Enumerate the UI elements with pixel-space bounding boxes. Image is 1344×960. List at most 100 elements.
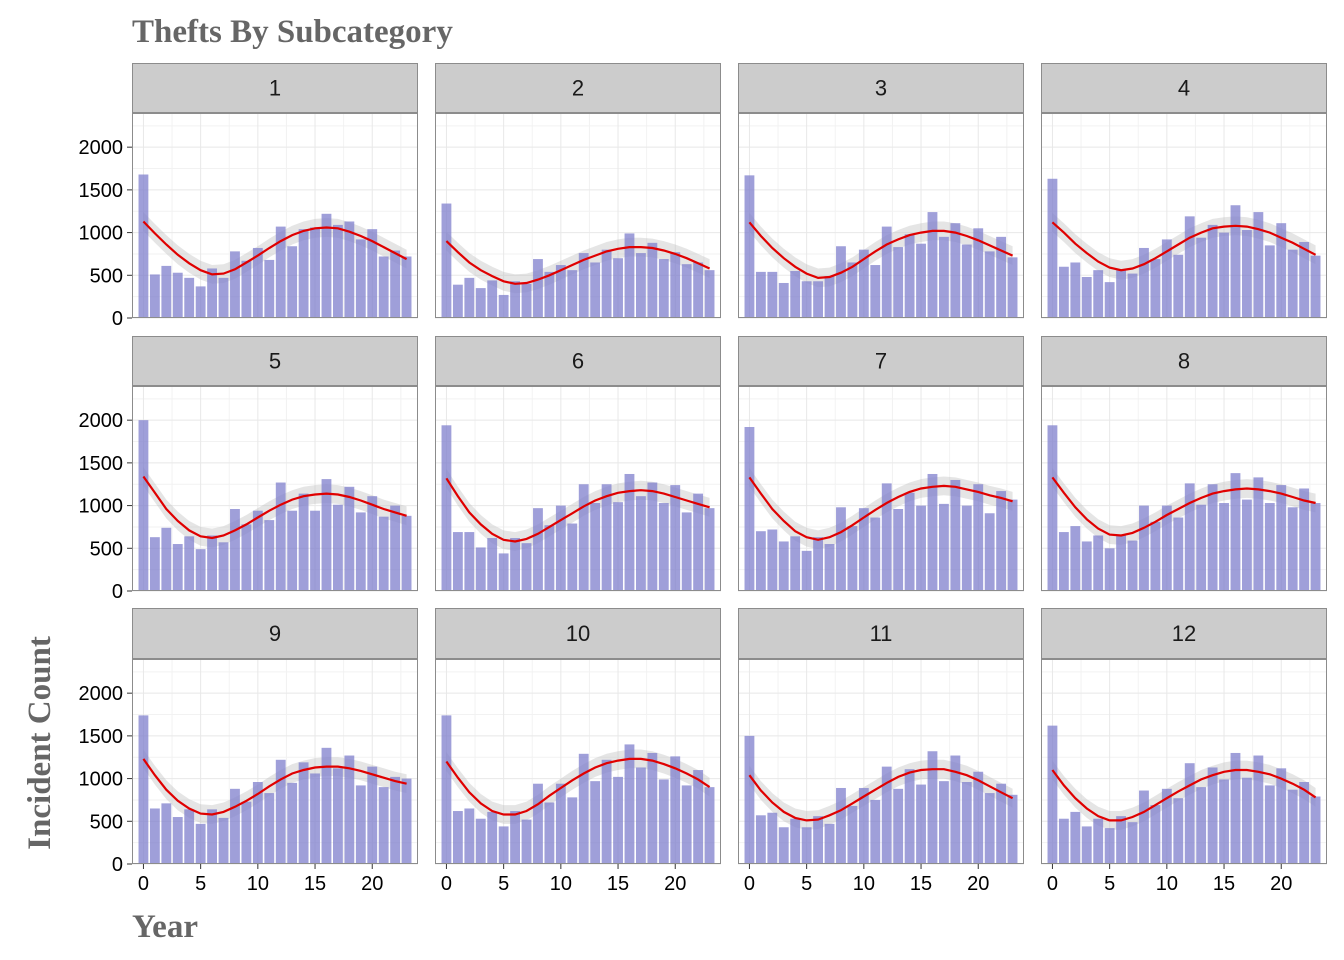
bar [1242, 499, 1252, 591]
strip-3 [738, 63, 1024, 113]
bar [355, 512, 366, 591]
bar [801, 550, 812, 591]
bar [681, 264, 692, 318]
bar [230, 509, 240, 591]
bar [984, 251, 995, 318]
bar [533, 259, 543, 318]
bar [778, 827, 789, 864]
strip-label: 10 [566, 621, 590, 646]
bar [1242, 230, 1252, 318]
y-tick-label: 1000 [79, 496, 124, 518]
bar [475, 288, 486, 318]
bar [950, 755, 961, 864]
bar [1139, 790, 1149, 864]
bar [1310, 503, 1321, 591]
bar [801, 281, 812, 318]
bar [601, 759, 612, 864]
x-tick-label: 15 [1213, 873, 1235, 895]
bar [658, 259, 669, 318]
panel-border [1041, 659, 1327, 864]
y-tick-label: 0 [112, 581, 123, 603]
bar [464, 532, 475, 591]
panel-7: 7 [738, 336, 1024, 592]
bar [172, 817, 183, 864]
bar [1287, 789, 1298, 864]
panel-border [435, 386, 721, 591]
bar [555, 265, 566, 318]
bar [161, 265, 172, 318]
bar [1127, 273, 1138, 318]
strip-label: 1 [269, 76, 281, 101]
bar [1116, 535, 1126, 591]
bar [870, 799, 881, 864]
bar [521, 819, 532, 864]
panel-border [132, 659, 418, 864]
bar [670, 756, 681, 864]
smooth-trend-line [1051, 476, 1316, 537]
bar [498, 826, 509, 864]
bar [310, 510, 320, 591]
bar [927, 473, 938, 591]
bar [555, 783, 566, 864]
bar [521, 543, 532, 591]
bar [744, 175, 755, 318]
bar [1058, 818, 1069, 864]
strip-6 [435, 336, 721, 386]
bar [1139, 505, 1149, 591]
bar [790, 818, 801, 864]
bar [1207, 767, 1218, 864]
bar [590, 781, 601, 864]
bar [670, 485, 681, 591]
strip-1 [132, 63, 418, 113]
bar [636, 496, 646, 591]
bar [755, 271, 766, 318]
bar [681, 512, 692, 591]
panel-1: 1 0 500 1000 1500 2000 [79, 63, 418, 330]
x-tick-label: 15 [910, 873, 932, 895]
x-tick-label: 0 [1047, 873, 1058, 895]
bar [510, 538, 520, 591]
bar [961, 244, 972, 318]
y-axis-title: Incident Count [22, 636, 58, 850]
panel-2: 2 [435, 63, 721, 319]
panel-border [738, 386, 1024, 591]
x-tick-label: 0 [441, 873, 452, 895]
bar [464, 808, 475, 864]
bar [1299, 782, 1310, 864]
bar [778, 282, 789, 318]
x-tick-label: 5 [1104, 873, 1115, 895]
y-tick-label: 0 [112, 854, 123, 876]
bar [287, 782, 298, 864]
bar [275, 226, 286, 318]
bar [1253, 755, 1264, 864]
x-tick-label: 10 [853, 873, 875, 895]
bar [881, 483, 892, 591]
panel-9: 9 0 500 1000 1500 2000 0 5 10 15 20 [79, 608, 418, 895]
bar [847, 262, 858, 318]
bar [847, 805, 858, 864]
bar [755, 531, 766, 591]
bar [904, 492, 915, 591]
smooth-trend-line [1051, 221, 1317, 272]
bar [578, 253, 589, 318]
bar [1047, 178, 1058, 318]
bar [681, 785, 692, 864]
bar [836, 507, 846, 591]
bar [321, 213, 332, 318]
bar [1264, 245, 1275, 318]
bar [961, 782, 972, 864]
bar [264, 520, 275, 591]
bar [1219, 779, 1229, 864]
bar [858, 787, 869, 864]
bar [950, 479, 961, 591]
bar [1196, 237, 1207, 318]
bar [1161, 239, 1172, 318]
bar [916, 784, 926, 864]
bar [1253, 212, 1264, 318]
bar [287, 510, 298, 591]
y-tick-label: 500 [90, 538, 123, 560]
bar [138, 715, 149, 864]
bar [344, 221, 355, 318]
bar [1007, 794, 1018, 864]
bar [1093, 270, 1104, 318]
